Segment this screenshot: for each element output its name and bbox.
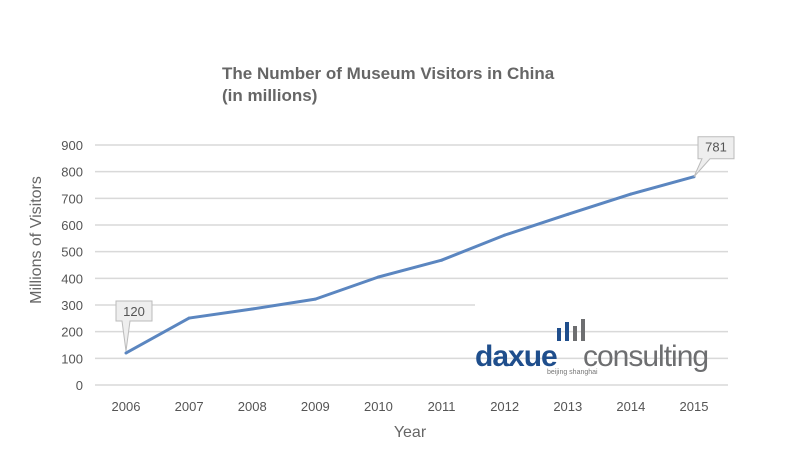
data-point [503,233,507,237]
data-point [313,297,317,301]
x-tick-label: 2012 [490,399,519,414]
x-tick-label: 2008 [238,399,267,414]
data-point [187,316,191,320]
logo-text-consulting: consulting [583,340,708,373]
x-tick-label: 2013 [553,399,582,414]
y-tick-label: 300 [61,298,83,313]
data-point [629,192,633,196]
data-point [376,275,380,279]
annotation-callout [115,300,153,352]
logo-bar [573,326,577,341]
logo-bar [565,322,569,341]
y-tick-label: 100 [61,351,83,366]
y-tick-label: 0 [76,378,83,393]
chart-subtitle: (in millions) [222,86,317,105]
chart-title: The Number of Museum Visitors in China [222,64,555,83]
annotation-callout [693,136,735,178]
y-tick-label: 500 [61,245,83,260]
data-point [440,258,444,262]
logo-text-daxue: daxue [475,340,557,373]
data-point [124,351,128,355]
x-tick-label: 2007 [175,399,204,414]
x-tick-label: 2015 [680,399,709,414]
x-tick-label: 2011 [428,399,456,414]
x-tick-label: 2009 [301,399,330,414]
annotation-label: 781 [705,140,727,155]
logo-bar [557,328,561,341]
y-tick-label: 900 [61,138,83,153]
x-tick-label: 2014 [616,399,645,414]
series-line [125,175,695,355]
y-tick-label: 800 [61,165,83,180]
y-tick-label: 400 [61,271,83,286]
watermark-logo: daxue consulting beijing shanghai [475,319,709,376]
data-point [566,212,570,216]
x-tick-label: 2006 [112,399,141,414]
data-point [250,307,254,311]
y-tick-label: 700 [61,191,83,206]
logo-bar [581,319,585,341]
logo-tagline: beijing shanghai [547,369,598,376]
x-axis-label: Year [394,424,427,441]
y-tick-label: 200 [61,325,83,340]
y-tick-label: 600 [61,218,83,233]
annotation-label: 120 [123,304,145,319]
x-tick-label: 2010 [364,399,393,414]
y-axis-label: Millions of Visitors [28,176,45,304]
